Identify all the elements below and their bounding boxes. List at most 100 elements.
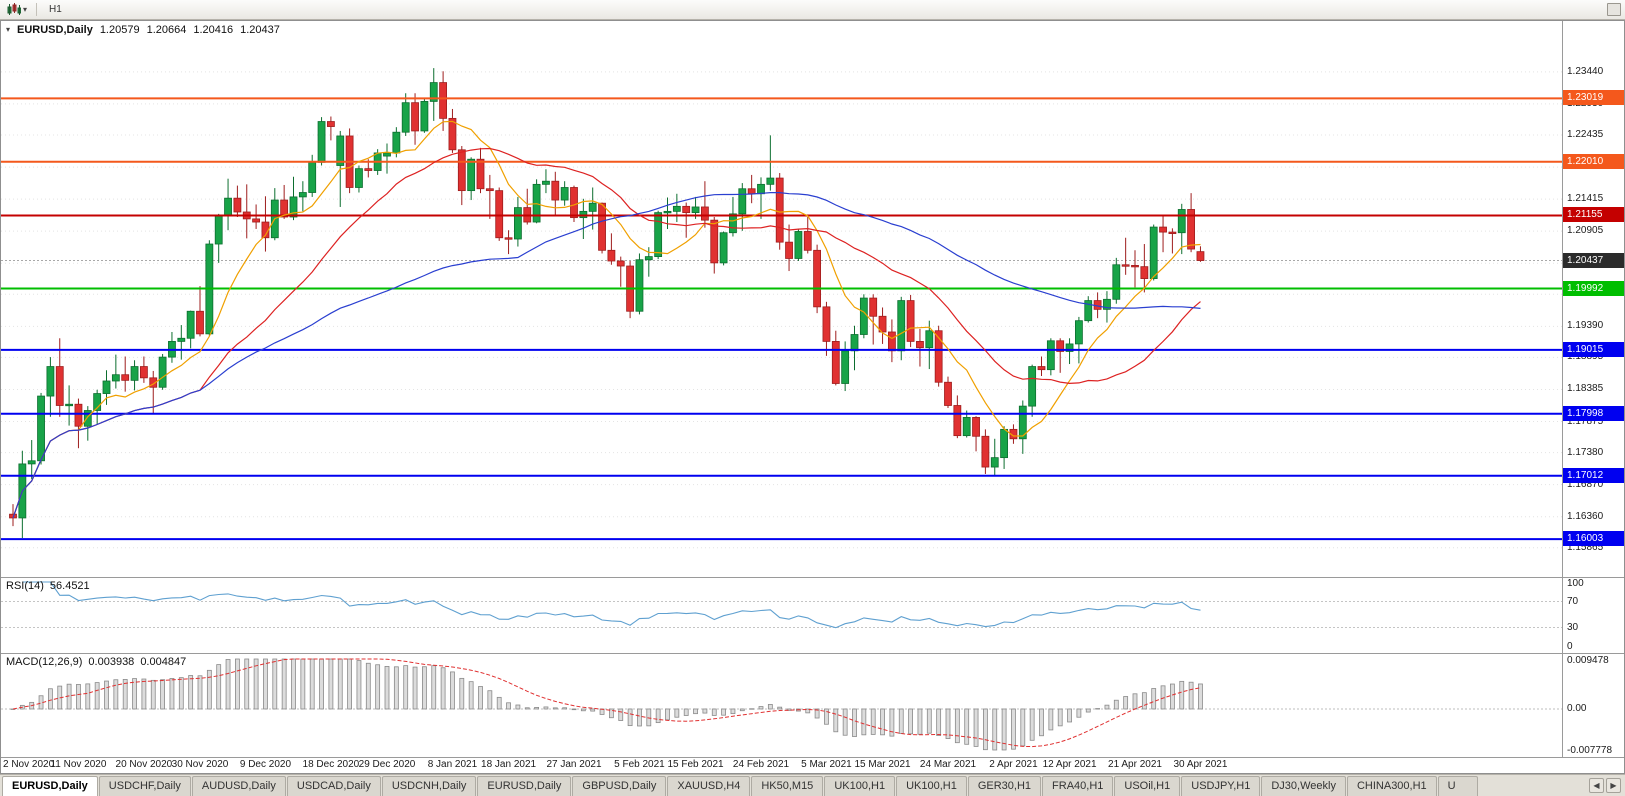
rsi-axis-tick: 70 — [1567, 595, 1579, 607]
ohlc-open: 1.20579 — [99, 24, 140, 36]
chevron-down-icon: ▾ — [23, 4, 28, 14]
price-axis-tick: 1.18385 — [1567, 383, 1604, 395]
macd-axis: 0.009478 0.00 -0.007778 — [1562, 654, 1624, 757]
price-axis-tick: 1.22435 — [1567, 129, 1604, 141]
time-axis-label: 15 Mar 2021 — [854, 759, 911, 770]
hline-price-tag[interactable]: 1.21155 — [1563, 207, 1624, 222]
chart-tab[interactable]: USDCHF,Daily — [98, 776, 191, 796]
chart-tab[interactable]: USOil,H1 — [1114, 776, 1181, 796]
macd-label: MACD(12,26,9) 0.003938 0.004847 — [6, 656, 187, 668]
price-axis-tick: 1.21415 — [1567, 193, 1604, 205]
hline-price-tag[interactable]: 1.16003 — [1563, 531, 1624, 546]
time-axis-label: 21 Apr 2021 — [1108, 759, 1162, 770]
price-axis-tick: 1.16360 — [1567, 510, 1604, 522]
rsi-axis: 100 70 30 0 — [1562, 578, 1624, 653]
time-axis-label: 15 Feb 2021 — [667, 759, 724, 770]
time-axis-label: 30 Nov 2020 — [171, 759, 229, 770]
main-chart-svg[interactable] — [1, 21, 1562, 577]
chart-tab[interactable]: EURUSD,Daily — [2, 776, 98, 796]
rsi-label: RSI(14) 56.4521 — [6, 580, 90, 592]
chart-tab[interactable]: HK50,M15 — [751, 776, 824, 796]
time-axis-label: 11 Nov 2020 — [50, 759, 107, 770]
current-price-tag: 1.20437 — [1563, 253, 1624, 268]
time-axis[interactable]: 2 Nov 2020 11 Nov 2020 20 Nov 2020 30 Nov 2… — [1, 757, 1624, 773]
toolbar: ▾ M1M5M15M30H1H4D1W1MN — [0, 0, 1625, 83]
chart-tab[interactable]: AUDUSD,Daily — [191, 776, 286, 796]
time-axis-label: 12 Apr 2021 — [1042, 759, 1097, 770]
time-axis-label: 20 Nov 2020 — [115, 759, 173, 770]
rsi-axis-tick: 0 — [1567, 641, 1573, 652]
price-axis-tick: 1.19390 — [1567, 320, 1604, 332]
chart-tab[interactable]: XAUUSD,H4 — [667, 776, 751, 796]
time-axis-label: 5 Feb 2021 — [614, 759, 665, 770]
price-axis-tick: 1.20905 — [1567, 225, 1604, 237]
chart-tab[interactable]: EURUSD,Daily — [477, 776, 572, 796]
tab-navigation: ◀ ▶ — [1585, 778, 1623, 796]
rsi-axis-tick: 30 — [1567, 621, 1579, 633]
time-axis-label: 29 Dec 2020 — [358, 759, 416, 770]
hline-price-tag[interactable]: 1.23019 — [1563, 90, 1624, 105]
ohlc-close: 1.20437 — [240, 24, 280, 36]
macd-chart-svg[interactable] — [1, 654, 1562, 757]
toolbar-corner-button[interactable] — [1607, 3, 1621, 16]
time-axis-label: 18 Dec 2020 — [302, 759, 360, 770]
chart-tabs: EURUSD,Daily USDCHF,Daily AUDUSD,Daily USDC… — [2, 775, 1585, 796]
price-axis-tick: 1.16870 — [1567, 478, 1604, 490]
chart-tab[interactable]: USDCAD,Daily — [286, 776, 381, 796]
chart-tab[interactable]: FRA40,H1 — [1042, 776, 1114, 796]
time-axis-label: 2 Apr 2021 — [989, 759, 1038, 770]
time-axis-label: 18 Jan 2021 — [481, 759, 537, 770]
time-axis-label: 9 Dec 2020 — [239, 759, 292, 770]
macd-indicator-pane[interactable]: MACD(12,26,9) 0.003938 0.004847 0.009478… — [1, 653, 1624, 757]
time-axis-label: 8 Jan 2021 — [427, 759, 478, 770]
chart-tab[interactable]: U — [1437, 776, 1478, 796]
chart-tab[interactable]: USDJPY,H1 — [1181, 776, 1261, 796]
chart-type-button[interactable]: ▾ — [4, 3, 30, 16]
toolbar-separator — [36, 3, 38, 16]
tab-scroll-left-icon[interactable]: ◀ — [1589, 778, 1604, 793]
hline-price-tag[interactable]: 1.22010 — [1563, 154, 1624, 169]
hline-price-tag[interactable]: 1.17998 — [1563, 406, 1624, 421]
rsi-indicator-pane[interactable]: RSI(14) 56.4521 100 70 30 0 — [1, 577, 1624, 653]
macd-axis-bottom: -0.007778 — [1567, 745, 1613, 756]
chart-tab[interactable]: USDCNH,Daily — [381, 776, 477, 796]
macd-axis-top: 0.009478 — [1567, 655, 1609, 666]
tab-scroll-right-icon[interactable]: ▶ — [1606, 778, 1621, 793]
main-chart-pane[interactable]: ▾ EURUSD,Daily 1.20579 1.20664 1.20416 1… — [1, 21, 1624, 577]
time-axis-label: 30 Apr 2021 — [1173, 759, 1228, 770]
rsi-chart-svg[interactable] — [1, 578, 1562, 653]
time-axis-label: 24 Mar 2021 — [919, 759, 977, 770]
time-axis-label: 24 Feb 2021 — [732, 759, 790, 770]
chart-ohlc-header: ▾ EURUSD,Daily 1.20579 1.20664 1.20416 1… — [6, 24, 280, 36]
price-axis-tick: 1.15865 — [1567, 541, 1604, 553]
chart-tab[interactable]: GBPUSD,Daily — [572, 776, 667, 796]
timeframe-button-h1[interactable]: H1 — [49, 4, 62, 15]
macd-signal-value: 0.004847 — [140, 656, 187, 668]
rsi-axis-tick: 100 — [1567, 578, 1584, 589]
chart-tab[interactable]: UK100,H1 — [896, 776, 967, 796]
time-axis-label: 2 Nov 2020 — [3, 759, 55, 770]
candlestick-chart-icon — [7, 3, 21, 15]
chart-tab[interactable]: UK100,H1 — [824, 776, 896, 796]
price-axis[interactable]: 1.234401.229301.224351.219251.214151.209… — [1562, 21, 1624, 577]
macd-axis-zero: 0.00 — [1567, 702, 1587, 714]
symbol-dropdown-icon[interactable]: ▾ — [6, 25, 11, 34]
hline-price-tag[interactable]: 1.19992 — [1563, 281, 1624, 296]
chart-symbol-label: EURUSD,Daily — [17, 24, 93, 36]
chart-tab[interactable]: GER30,H1 — [967, 776, 1042, 796]
time-axis-label: 5 Mar 2021 — [801, 759, 852, 770]
ohlc-low: 1.20416 — [193, 24, 234, 36]
chart-tabs-bar: EURUSD,Daily USDCHF,Daily AUDUSD,Daily USDC… — [0, 774, 1625, 796]
macd-main-value: 0.003938 — [88, 656, 135, 668]
chart-tab[interactable]: CHINA300,H1 — [1346, 776, 1437, 796]
price-axis-tick: 1.17380 — [1567, 446, 1604, 458]
hline-price-tag[interactable]: 1.17012 — [1563, 468, 1624, 483]
rsi-value: 56.4521 — [49, 580, 90, 592]
price-axis-tick: 1.23440 — [1567, 65, 1604, 77]
time-axis-label: 27 Jan 2021 — [546, 759, 602, 770]
hline-price-tag[interactable]: 1.19015 — [1563, 342, 1624, 357]
price-axis-tick: 1.17875 — [1567, 415, 1604, 427]
ohlc-high: 1.20664 — [146, 24, 187, 36]
chart-tab[interactable]: DJ30,Weekly — [1261, 776, 1346, 796]
chart-workspace: ▾ EURUSD,Daily 1.20579 1.20664 1.20416 1… — [0, 20, 1625, 774]
